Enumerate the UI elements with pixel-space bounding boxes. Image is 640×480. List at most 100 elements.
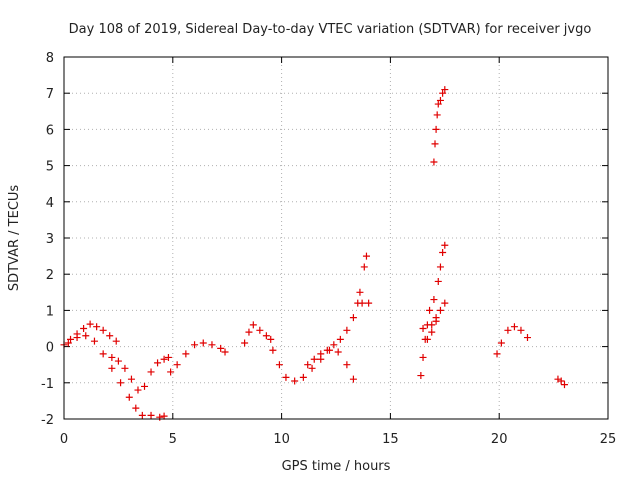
x-tick-label: 15 (382, 432, 399, 447)
data-point (417, 372, 425, 380)
plot-frame (63, 56, 609, 420)
data-point (138, 411, 146, 419)
y-tick-label: 8 (46, 51, 54, 66)
data-point (432, 314, 440, 322)
x-tick-label: 10 (273, 432, 290, 447)
data-point (160, 355, 168, 363)
y-tick-label: 7 (46, 87, 54, 102)
data-point (432, 125, 440, 133)
data-point (64, 339, 72, 347)
data-point (167, 368, 175, 376)
y-tick-label: 3 (46, 232, 54, 247)
data-point (291, 377, 299, 385)
data-point (112, 337, 120, 345)
data-point (557, 377, 565, 385)
data-point (245, 328, 253, 336)
data-point (249, 321, 257, 329)
data-point (156, 413, 164, 421)
grid (64, 57, 608, 419)
data-point (241, 339, 249, 347)
data-point (431, 140, 439, 148)
data-point (360, 263, 368, 271)
data-point (127, 375, 135, 383)
data-point (493, 350, 501, 358)
y-tick-label: 0 (46, 341, 54, 356)
data-point (441, 86, 449, 94)
data-point (356, 288, 364, 296)
data-point (343, 361, 351, 369)
data-point (560, 381, 568, 389)
data-point (504, 326, 512, 334)
x-tick-label: 20 (491, 432, 508, 447)
data-point (419, 353, 427, 361)
data-point (106, 332, 114, 340)
axis-ticks: 0 5 10 15 20 25 -2 -1 0 1 2 3 4 5 6 7 8 (41, 51, 616, 447)
data-point (434, 277, 442, 285)
data-point (182, 350, 190, 358)
y-tick-label: 1 (46, 304, 54, 319)
data-point (217, 344, 225, 352)
data-point (430, 158, 438, 166)
data-points (60, 86, 568, 421)
data-point (308, 364, 316, 372)
data-point (554, 375, 562, 383)
data-point (267, 335, 275, 343)
data-point (90, 337, 98, 345)
x-tick-label: 25 (600, 432, 617, 447)
data-point (67, 335, 75, 343)
data-point (269, 346, 277, 354)
data-point (99, 326, 107, 334)
data-point (523, 334, 531, 342)
data-point (73, 334, 81, 342)
data-point (282, 373, 290, 381)
y-axis-label: SDTVAR / TECUs (7, 185, 22, 292)
data-point (275, 361, 283, 369)
data-point (154, 359, 162, 367)
data-point (117, 379, 125, 387)
data-point (349, 314, 357, 322)
data-point (358, 299, 366, 307)
data-point (164, 353, 172, 361)
chart-title: Day 108 of 2019, Sidereal Day-to-day VTE… (69, 22, 592, 37)
data-point (362, 252, 370, 260)
y-tick-label: 6 (46, 123, 54, 138)
data-point (141, 382, 149, 390)
data-point (86, 320, 94, 328)
data-point (497, 339, 505, 347)
data-point (82, 332, 90, 340)
data-point (173, 361, 181, 369)
y-tick-label: 5 (46, 160, 54, 175)
data-point (208, 341, 216, 349)
y-tick-label: -1 (41, 377, 54, 392)
y-tick-label: 4 (46, 196, 54, 211)
x-tick-label: 5 (169, 432, 177, 447)
data-point (147, 411, 155, 419)
data-point (99, 350, 107, 358)
data-point (430, 296, 438, 304)
data-point (439, 89, 447, 97)
data-point (93, 323, 101, 331)
data-point (426, 306, 434, 314)
x-axis-label: GPS time / hours (282, 459, 391, 474)
data-point (441, 299, 449, 307)
data-point (299, 373, 307, 381)
data-point (434, 100, 442, 108)
data-point (147, 368, 155, 376)
data-point (349, 375, 357, 383)
data-point (428, 328, 436, 336)
data-point (436, 263, 444, 271)
data-point (132, 404, 140, 412)
data-point (419, 325, 427, 332)
data-point (517, 326, 525, 334)
data-point (365, 299, 373, 307)
data-point (441, 241, 449, 249)
data-point (191, 341, 199, 349)
data-point (304, 361, 312, 369)
x-tick-label: 0 (60, 432, 68, 447)
data-point (330, 341, 338, 349)
data-point (317, 350, 325, 358)
data-point (336, 335, 344, 343)
data-point (80, 325, 88, 332)
data-point (436, 96, 444, 104)
